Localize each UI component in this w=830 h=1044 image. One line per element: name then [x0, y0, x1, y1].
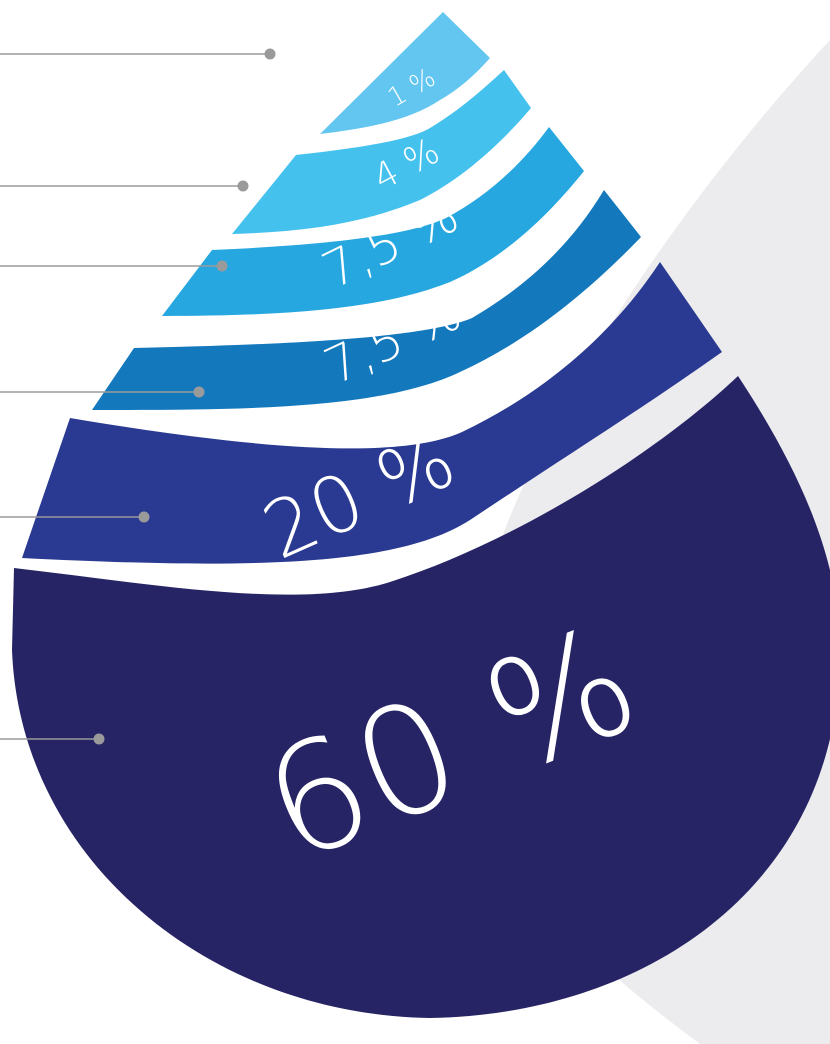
leader-dot	[264, 48, 276, 60]
leader-dot	[216, 260, 228, 272]
segment-7-5-b	[92, 190, 641, 410]
leader-dot	[93, 733, 105, 745]
segment-60	[12, 376, 830, 1018]
leader-dot	[193, 386, 205, 398]
segment-4	[232, 70, 531, 234]
leader-dot	[237, 180, 249, 192]
segment-7-5-a	[162, 127, 584, 316]
leader-lines	[0, 48, 276, 745]
leader-dot	[138, 511, 150, 523]
segment-1	[320, 12, 490, 134]
segment-20	[22, 262, 722, 564]
